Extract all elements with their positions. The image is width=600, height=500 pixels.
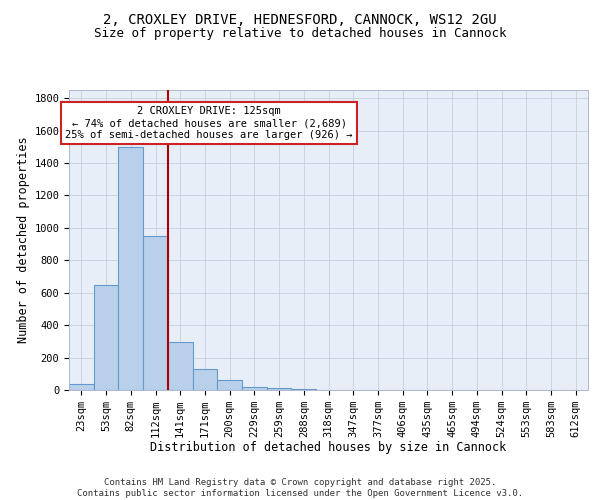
Bar (267, 388, 292, 390)
Bar (168, 342, 193, 390)
Bar (193, 369, 217, 390)
Bar (69, 384, 94, 390)
Text: 2, CROXLEY DRIVE, HEDNESFORD, CANNOCK, WS12 2GU: 2, CROXLEY DRIVE, HEDNESFORD, CANNOCK, W… (103, 12, 497, 26)
Bar (143, 236, 168, 390)
Y-axis label: Number of detached properties: Number of detached properties (17, 136, 30, 344)
Bar (94, 284, 118, 390)
Text: Size of property relative to detached houses in Cannock: Size of property relative to detached ho… (94, 28, 506, 40)
X-axis label: Distribution of detached houses by size in Cannock: Distribution of detached houses by size … (151, 442, 506, 454)
Bar (118, 147, 143, 390)
Bar (217, 380, 242, 390)
Text: 2 CROXLEY DRIVE: 125sqm
← 74% of detached houses are smaller (2,689)
25% of semi: 2 CROXLEY DRIVE: 125sqm ← 74% of detache… (65, 106, 353, 140)
Bar (292, 389, 316, 390)
Text: Contains HM Land Registry data © Crown copyright and database right 2025.
Contai: Contains HM Land Registry data © Crown c… (77, 478, 523, 498)
Bar (242, 387, 267, 390)
